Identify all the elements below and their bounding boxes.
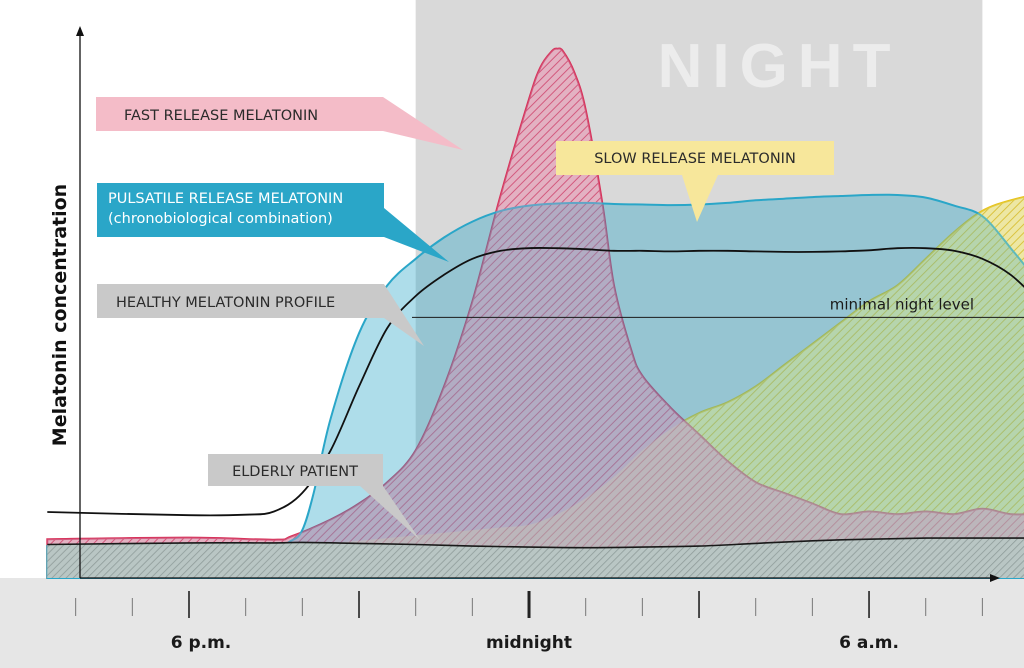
callout-elderly: ELDERLY PATIENT bbox=[208, 454, 420, 540]
y-axis-label: Melatonin concentration bbox=[49, 184, 71, 446]
night-label: NIGHT bbox=[658, 32, 901, 101]
minimal-night-level-label: minimal night level bbox=[830, 295, 974, 313]
callout-pulsatile-text: PULSATILE RELEASE MELATONIN bbox=[108, 191, 343, 207]
series-fast-release-area bbox=[46, 47, 1024, 579]
series-elderly-base-area bbox=[47, 538, 1024, 578]
plot-area bbox=[46, 47, 1024, 579]
callout-elderly-text: ELDERLY PATIENT bbox=[232, 464, 358, 480]
x-axis-band bbox=[0, 578, 1024, 668]
callout-healthy-box bbox=[97, 284, 424, 346]
y-axis-arrow-icon bbox=[76, 26, 84, 36]
callout-pulsatile-text: (chronobiological combination) bbox=[108, 211, 333, 227]
callout-healthy: HEALTHY MELATONIN PROFILE bbox=[97, 284, 424, 346]
callout-slow: SLOW RELEASE MELATONIN bbox=[556, 141, 834, 222]
axes bbox=[76, 26, 1000, 582]
callout-slow-box bbox=[556, 141, 834, 222]
x-tick-label: midnight bbox=[486, 633, 572, 653]
callout-fast-box bbox=[96, 97, 463, 150]
series-healthy-profile-line bbox=[47, 246, 1024, 517]
x-tick-label: 6 p.m. bbox=[171, 633, 232, 653]
callout-healthy-text: HEALTHY MELATONIN PROFILE bbox=[116, 295, 335, 311]
x-tick-label: 6 a.m. bbox=[839, 633, 899, 653]
callout-fast: FAST RELEASE MELATONIN bbox=[96, 97, 463, 150]
series-slow-release-overlap bbox=[47, 196, 1024, 578]
callout-pulsatile: PULSATILE RELEASE MELATONIN (chronobiolog… bbox=[97, 183, 449, 262]
x-axis-arrow-icon bbox=[990, 574, 1000, 582]
callout-slow-text: SLOW RELEASE MELATONIN bbox=[594, 151, 796, 167]
callout-elderly-box bbox=[208, 454, 420, 540]
series-fast-release-overlap bbox=[47, 48, 1024, 578]
series-elderly-patient-line bbox=[47, 537, 1024, 549]
callout-pulsatile-box bbox=[97, 183, 449, 262]
series-pulsatile-release-area bbox=[46, 193, 1024, 579]
callouts: FAST RELEASE MELATONIN PULSATILE RELEASE … bbox=[96, 97, 834, 540]
callout-fast-text: FAST RELEASE MELATONIN bbox=[124, 108, 318, 124]
x-axis-ticks: 6 p.m. midnight 6 a.m. bbox=[75, 591, 983, 653]
